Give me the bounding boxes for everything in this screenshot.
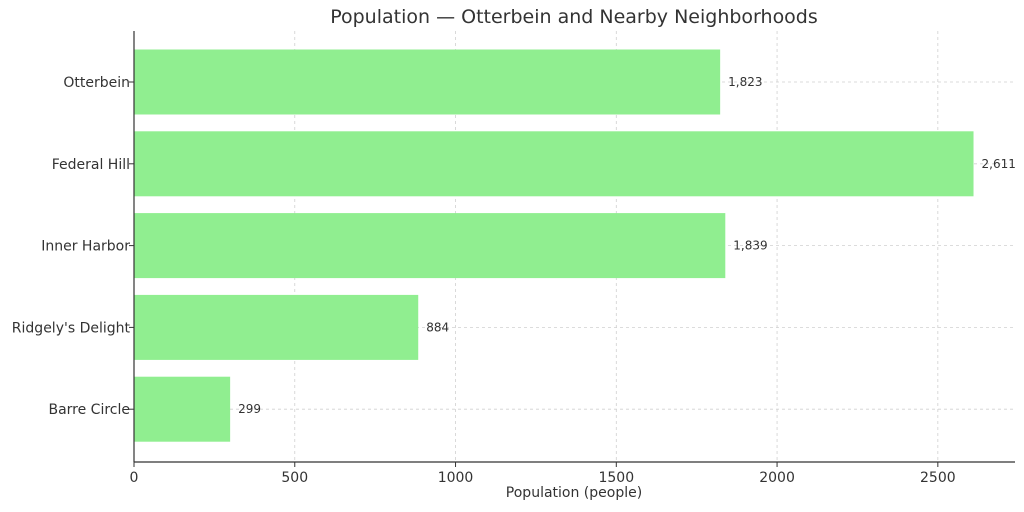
- bar: [134, 213, 726, 279]
- category-label: Ridgely's Delight: [12, 320, 131, 336]
- x-tick-label: 2000: [759, 470, 795, 486]
- bars: [134, 49, 974, 442]
- category-label: Federal Hill: [52, 157, 130, 173]
- bar: [134, 376, 231, 442]
- data-label: 299: [238, 402, 261, 416]
- x-tick-label: 0: [130, 470, 139, 486]
- x-tick-label: 1500: [598, 470, 634, 486]
- data-label: 1,839: [733, 239, 767, 253]
- axes: [133, 31, 1015, 463]
- data-label: 884: [426, 320, 449, 334]
- x-tick-label: 500: [281, 470, 308, 486]
- x-axis-title: Population (people): [506, 485, 642, 501]
- bar: [134, 131, 974, 197]
- bar: [134, 294, 419, 360]
- data-label: 1,823: [728, 75, 762, 89]
- data-label: 2,611: [982, 157, 1016, 171]
- category-label: Otterbein: [63, 75, 130, 91]
- x-tick-label: 2500: [920, 470, 956, 486]
- category-label: Inner Harbor: [41, 239, 130, 255]
- chart-title: Population — Otterbein and Nearby Neighb…: [330, 6, 818, 28]
- x-tick-label: 1000: [438, 470, 474, 486]
- labels: 0 500 1000 1500 2000 2500 Otterbein 1,823 Federa…: [12, 75, 1016, 486]
- category-label: Barre Circle: [48, 402, 130, 418]
- bar: [134, 49, 721, 115]
